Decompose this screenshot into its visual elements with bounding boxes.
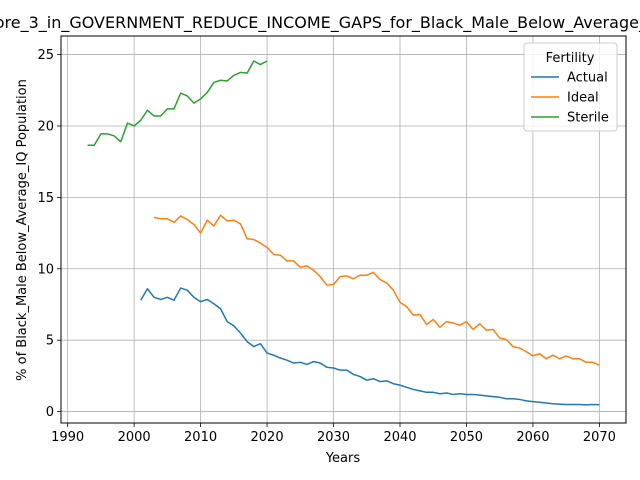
y-tick-label: 20: [37, 119, 54, 134]
x-tick-label: 2000: [118, 430, 151, 445]
legend-box: [523, 42, 618, 132]
y-tick-label: 15: [37, 191, 54, 206]
y-tick-label: 10: [37, 262, 54, 277]
series-line-actual: [140, 287, 600, 406]
x-tick-label: 1990: [51, 430, 84, 445]
x-axis: 1990 2000 2010 2020 2030 2040 2050 2060 2070: [51, 423, 616, 445]
x-tick-label: 2070: [583, 430, 616, 445]
legend: Fertility Actual Ideal Sterile: [523, 42, 618, 132]
legend-label-ideal: Ideal: [567, 91, 599, 106]
series-lines: [87, 60, 600, 406]
x-tick-label: 2040: [383, 430, 416, 445]
x-tick-label: 2020: [251, 430, 284, 445]
y-axis: 0 5 10 15 20 25: [37, 48, 61, 420]
y-tick-label: 5: [46, 334, 54, 349]
x-tick-label: 2060: [516, 430, 549, 445]
series-line-ideal: [153, 214, 600, 366]
chart-title: Score_3_in_GOVERNMENT_REDUCE_INCOME_GAPS…: [0, 13, 640, 33]
legend-label-actual: Actual: [567, 71, 608, 86]
x-tick-label: 2030: [317, 430, 350, 445]
y-axis-label: % of Black_Male Below_Average_IQ Populat…: [15, 79, 30, 381]
x-axis-label: Years: [325, 451, 361, 466]
series-line-sterile: [87, 60, 268, 146]
x-tick-label: 2050: [450, 430, 483, 445]
legend-label-sterile: Sterile: [567, 111, 609, 126]
legend-title: Fertility: [546, 51, 595, 66]
plot-frame: [60, 35, 627, 424]
y-tick-label: 0: [46, 405, 54, 420]
x-tick-label: 2010: [184, 430, 217, 445]
y-tick-label: 25: [37, 48, 54, 63]
